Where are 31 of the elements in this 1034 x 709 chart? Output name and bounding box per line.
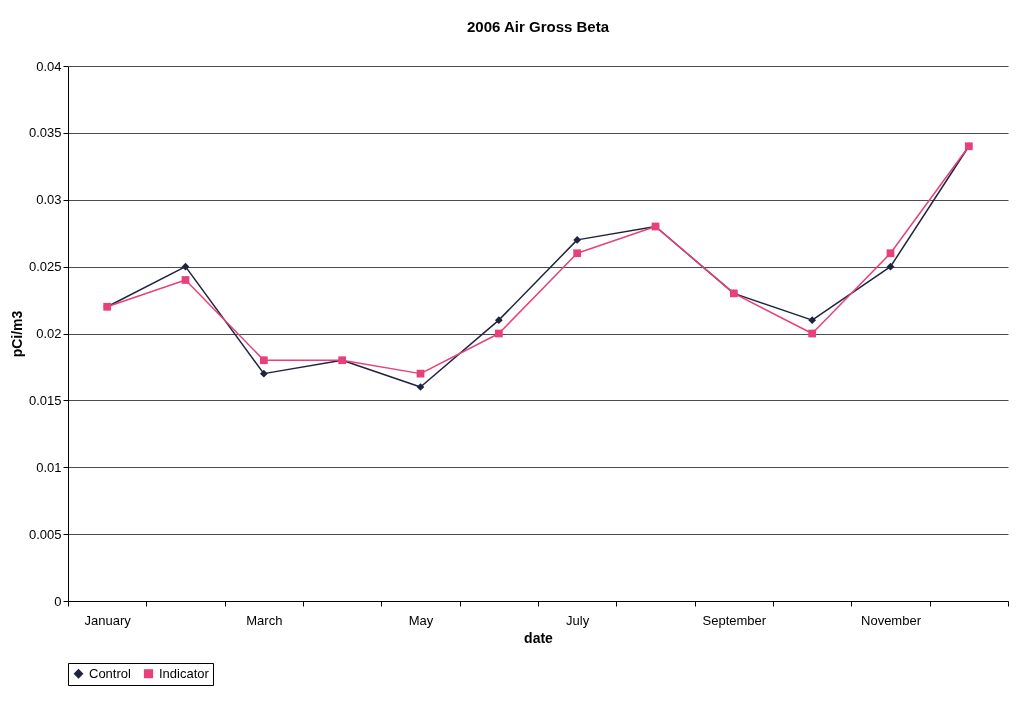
point xyxy=(259,369,268,378)
legend-label: Control xyxy=(89,665,132,681)
point xyxy=(494,329,503,338)
y-tick-label: 0.035 xyxy=(28,125,62,141)
y-tick-label: 0 xyxy=(54,593,62,609)
x-tick-label: September xyxy=(702,612,767,628)
point xyxy=(886,249,895,258)
x-axis-title: date xyxy=(524,629,554,646)
point xyxy=(416,383,425,391)
y-tick-label: 0.005 xyxy=(28,526,62,542)
y-tick-label: 0.04 xyxy=(36,58,62,74)
y-axis-title: pCi/m3 xyxy=(8,310,25,358)
point xyxy=(573,236,582,244)
point xyxy=(808,316,817,324)
point xyxy=(181,276,190,284)
point xyxy=(573,249,582,258)
y-tick-label: 0.01 xyxy=(36,459,62,475)
x-tick-label: May xyxy=(408,612,434,628)
point xyxy=(808,329,817,338)
y-tick-label: 0.02 xyxy=(36,326,62,341)
x-tick-label: November xyxy=(861,612,922,628)
y-tick-label: 0.025 xyxy=(28,259,62,275)
point xyxy=(494,316,503,324)
chart-title: 2006 Air Gross Beta xyxy=(466,18,610,35)
legend-label: Indicator xyxy=(159,665,210,681)
x-tick-label: July xyxy=(566,612,590,628)
x-tick-label: January xyxy=(84,612,132,628)
x-tick-label: March xyxy=(246,612,283,628)
point xyxy=(259,356,268,365)
y-tick-label: 0.03 xyxy=(36,192,62,208)
y-tick-label: 0.015 xyxy=(28,392,62,408)
